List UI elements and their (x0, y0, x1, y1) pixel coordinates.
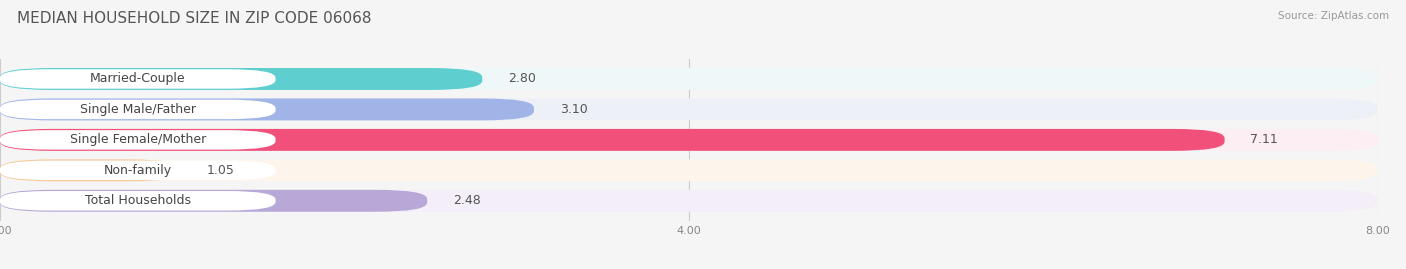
Text: MEDIAN HOUSEHOLD SIZE IN ZIP CODE 06068: MEDIAN HOUSEHOLD SIZE IN ZIP CODE 06068 (17, 11, 371, 26)
FancyBboxPatch shape (0, 191, 276, 211)
FancyBboxPatch shape (0, 100, 276, 119)
FancyBboxPatch shape (0, 161, 276, 180)
FancyBboxPatch shape (0, 98, 534, 121)
Text: Single Female/Mother: Single Female/Mother (70, 133, 205, 146)
Text: 2.80: 2.80 (508, 72, 536, 86)
Text: 7.11: 7.11 (1250, 133, 1278, 146)
FancyBboxPatch shape (0, 159, 181, 181)
Text: Source: ZipAtlas.com: Source: ZipAtlas.com (1278, 11, 1389, 21)
Text: 2.48: 2.48 (453, 194, 481, 207)
Text: 1.05: 1.05 (207, 164, 235, 177)
FancyBboxPatch shape (0, 130, 276, 150)
FancyBboxPatch shape (0, 159, 1378, 181)
FancyBboxPatch shape (0, 129, 1225, 151)
Text: 3.10: 3.10 (560, 103, 588, 116)
FancyBboxPatch shape (0, 190, 427, 212)
FancyBboxPatch shape (0, 68, 482, 90)
Text: Single Male/Father: Single Male/Father (80, 103, 195, 116)
FancyBboxPatch shape (0, 69, 276, 89)
FancyBboxPatch shape (0, 98, 1378, 121)
Text: Non-family: Non-family (104, 164, 172, 177)
Text: Married-Couple: Married-Couple (90, 72, 186, 86)
Text: Total Households: Total Households (84, 194, 191, 207)
FancyBboxPatch shape (0, 129, 1378, 151)
FancyBboxPatch shape (0, 190, 1378, 212)
FancyBboxPatch shape (0, 68, 1378, 90)
